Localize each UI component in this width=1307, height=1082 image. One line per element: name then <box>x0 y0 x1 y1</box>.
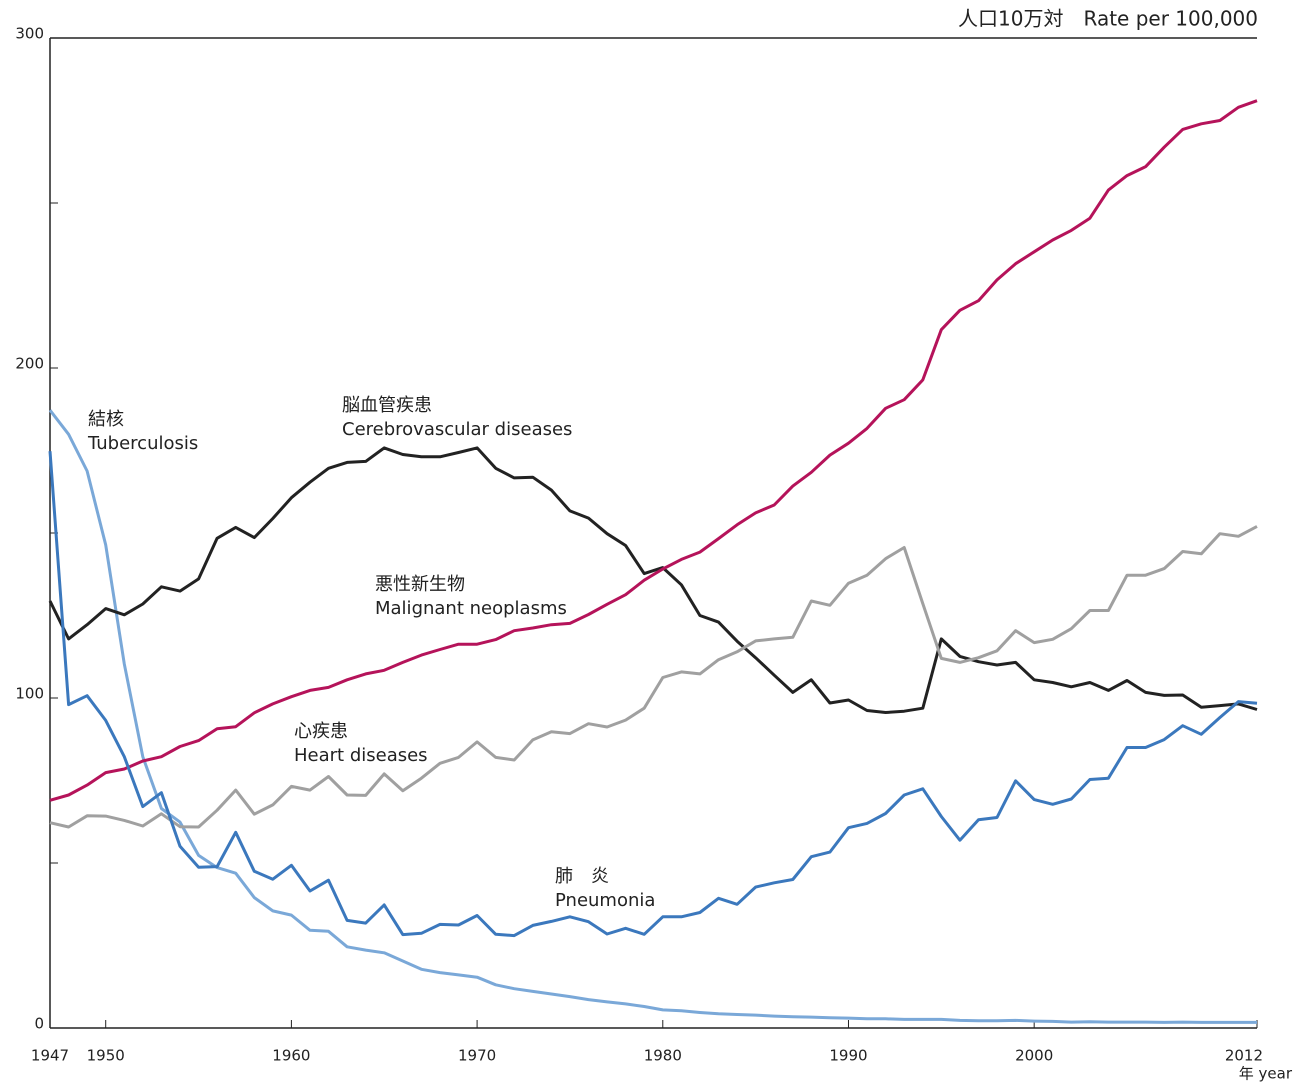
series-line <box>48 409 1257 1024</box>
series-label-ja: 肺 炎 <box>555 866 609 887</box>
series-label: Malignant neoplasms <box>375 598 567 619</box>
series-line <box>49 99 1258 802</box>
series-label: Tuberculosis <box>87 433 198 454</box>
series-line <box>48 451 1258 938</box>
series-line <box>49 525 1258 829</box>
x-tick-label: 2000 <box>1015 1047 1053 1065</box>
x-unit: 年 year <box>1239 1065 1293 1082</box>
x-tick-label: 1950 <box>87 1047 125 1065</box>
x-tick-label: 1970 <box>458 1047 496 1065</box>
x-tick-label: 1980 <box>644 1047 682 1065</box>
series-label-ja: 脳血管疾患 <box>342 395 432 416</box>
series-label-ja: 悪性新生物 <box>375 574 465 595</box>
x-tick-label: 1960 <box>272 1047 310 1065</box>
y-tick-label: 0 <box>34 1015 44 1033</box>
series-label: Pneumonia <box>555 890 655 911</box>
series-line <box>48 446 1258 714</box>
series-label: Heart diseases <box>294 745 428 766</box>
x-tick-label: 1947 <box>31 1047 69 1065</box>
y-tick-label: 200 <box>15 355 44 373</box>
y-unit: 人口10万対 Rate per 100,000 <box>958 7 1258 31</box>
series-label-ja: 心疾患 <box>294 721 348 742</box>
y-tick-label: 300 <box>15 25 44 43</box>
series-label-ja: 結核 <box>88 409 124 430</box>
series-label: Cerebrovascular diseases <box>342 419 572 440</box>
x-tick-label: 1990 <box>829 1047 867 1065</box>
y-tick-label: 100 <box>15 685 44 703</box>
x-tick-label: 2012 <box>1225 1047 1263 1065</box>
